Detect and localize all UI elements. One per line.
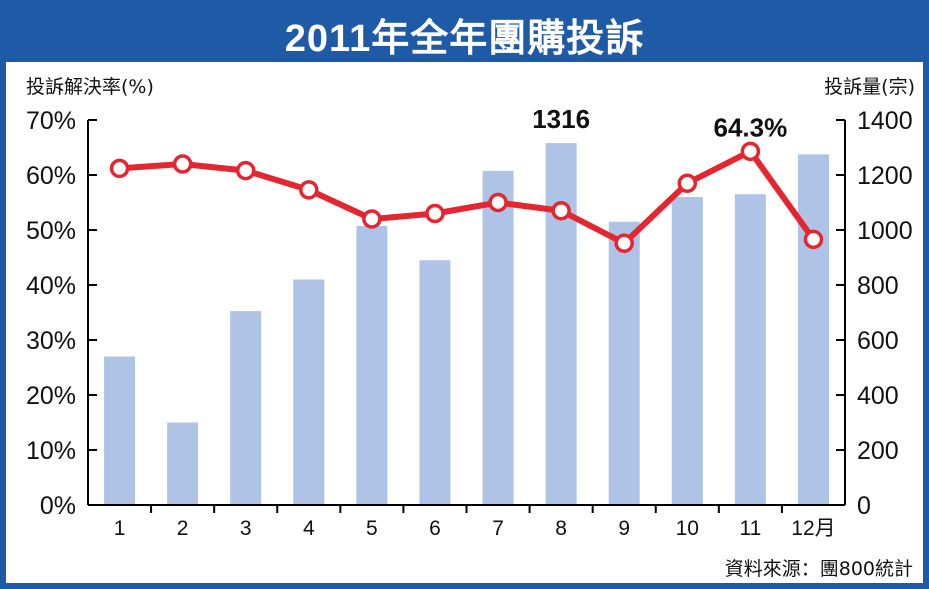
bar xyxy=(293,279,325,505)
x-tick-label: 2 xyxy=(177,517,189,540)
left-tick-label: 60% xyxy=(26,162,76,190)
resolution-rate-line xyxy=(119,148,816,247)
right-tick-label: 1000 xyxy=(857,217,913,245)
left-tick-label: 0% xyxy=(40,492,76,520)
line-point xyxy=(299,180,319,200)
bar xyxy=(797,154,829,505)
line-point xyxy=(109,158,130,179)
line-point xyxy=(172,154,193,174)
line-point xyxy=(362,209,382,229)
source-note: 資料來源：團800統計 xyxy=(724,558,913,580)
left-tick-label: 70% xyxy=(26,107,76,135)
bar xyxy=(356,225,388,505)
left-tick-label: 20% xyxy=(26,382,76,410)
right-tick-label: 800 xyxy=(857,272,899,300)
x-tick-label: 8 xyxy=(555,517,567,540)
bar xyxy=(545,143,577,505)
right-tick-label: 400 xyxy=(857,382,899,410)
right-tick-label: 1400 xyxy=(857,107,913,135)
bar xyxy=(419,260,451,505)
line-point xyxy=(425,203,445,224)
left-tick-label: 10% xyxy=(26,437,76,465)
left-tick-label: 40% xyxy=(26,272,76,300)
left-tick-label: 30% xyxy=(26,327,76,355)
right-tick-label: 600 xyxy=(857,327,899,355)
bar xyxy=(734,194,766,505)
line-point xyxy=(235,160,256,181)
x-tick-label: 12月 xyxy=(791,517,835,540)
bar xyxy=(482,170,514,505)
x-tick-label: 3 xyxy=(240,517,252,540)
line-point xyxy=(551,201,571,221)
bar xyxy=(671,197,703,505)
data-label: 1316 xyxy=(532,104,590,134)
right-tick-label: 200 xyxy=(857,437,899,465)
x-tick-label: 7 xyxy=(492,517,504,540)
bar xyxy=(104,356,136,505)
line-point xyxy=(614,233,634,253)
bar xyxy=(608,221,640,505)
right-tick-label: 0 xyxy=(857,492,871,520)
left-axis-title: 投訴解決率(%) xyxy=(26,76,154,98)
x-tick-label: 5 xyxy=(366,517,378,540)
x-tick-label: 4 xyxy=(303,517,315,540)
right-axis-title: 投訴量(宗) xyxy=(824,76,915,98)
x-tick-label: 1 xyxy=(114,517,126,540)
right-tick-label: 1200 xyxy=(857,162,913,190)
line-point xyxy=(677,173,698,193)
chart-title: 2011年全年團購投訴 xyxy=(284,17,645,60)
line-point xyxy=(740,141,761,162)
line-point xyxy=(488,192,508,213)
x-tick-label: 11 xyxy=(739,517,761,540)
bar xyxy=(167,422,199,505)
x-tick-label: 6 xyxy=(429,517,441,540)
left-tick-label: 50% xyxy=(26,217,76,245)
title-bar: 2011年全年團購投訴 xyxy=(6,6,923,62)
bar xyxy=(230,311,262,505)
x-tick-label: 10 xyxy=(676,517,699,540)
x-tick-label: 9 xyxy=(618,517,630,540)
line-point xyxy=(803,229,824,250)
data-label: 64.3% xyxy=(714,112,788,142)
